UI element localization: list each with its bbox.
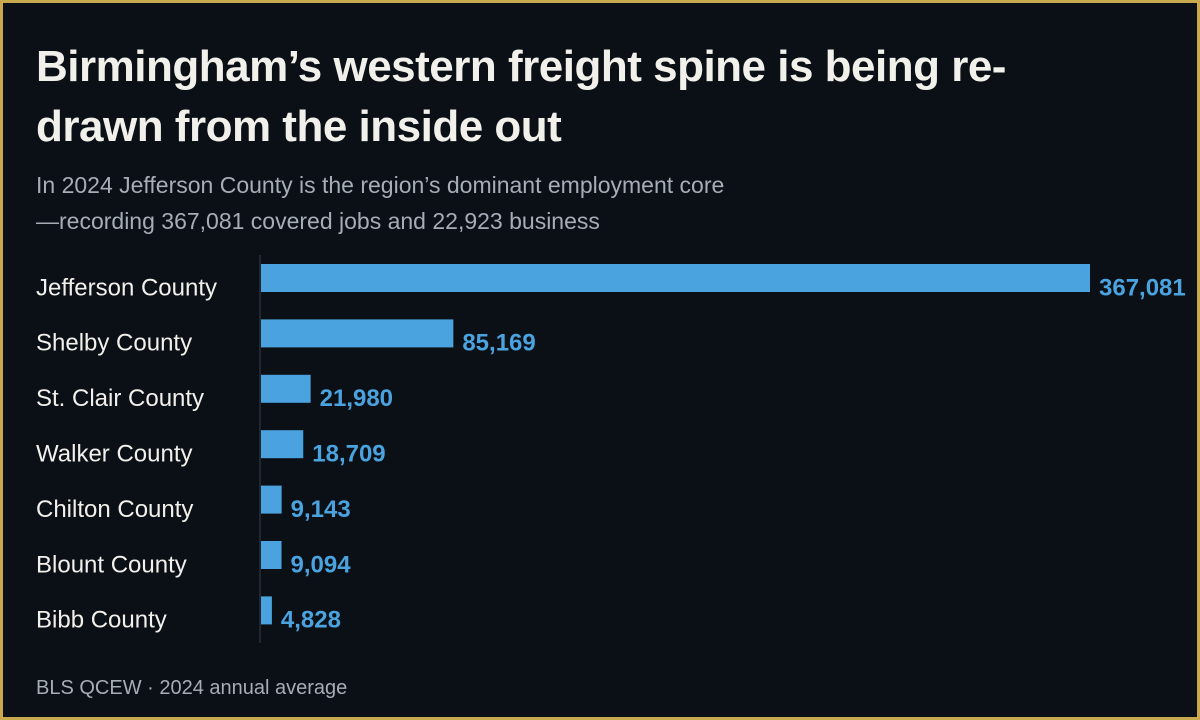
category-label: Shelby County [36,330,192,357]
value-label: 9,143 [291,496,351,523]
bar [261,485,282,514]
value-label: 85,169 [462,330,535,357]
chart-subtitle: In 2024 Jefferson County is the region’s… [36,172,725,234]
category-label: St. Clair County [36,385,204,412]
value-label: 4,828 [281,607,341,634]
category-label: Chilton County [36,496,193,523]
category-label: Jefferson County [36,274,217,301]
bar [261,430,304,459]
bar [261,264,1090,292]
value-label: 9,094 [291,551,352,578]
value-label: 21,980 [320,385,393,412]
bar [261,541,282,569]
bar [261,596,272,625]
category-label: Bibb County [36,607,167,634]
chart-title: Birmingham’s western freight spine is be… [36,42,1006,151]
bar [261,374,311,403]
bar [261,319,454,348]
value-label: 367,081 [1099,274,1186,301]
category-label: Walker County [36,441,193,468]
chart: Jefferson County 367,081 Shelby County 85,1… [36,255,1186,643]
category-label: Blount County [36,551,187,578]
value-label: 18,709 [312,441,385,468]
chart-source: BLS QCEW · 2024 annual average [36,677,348,699]
